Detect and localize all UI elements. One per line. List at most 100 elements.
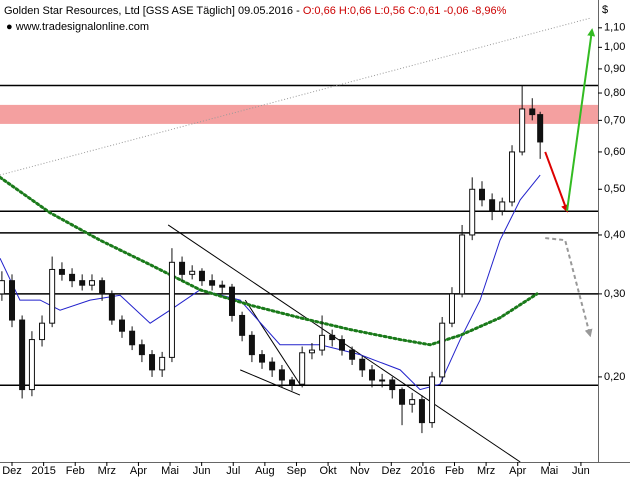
y-tick-label: 0,40 [604,229,625,241]
candle-body [19,319,26,391]
candle-body [99,280,106,295]
y-tick-label: 1,00 [604,41,625,53]
y-tick-label: 0,60 [604,146,625,158]
y-tick-label: 0,50 [604,183,625,195]
x-tick-label: Jul [226,465,240,477]
candle-body [439,322,446,378]
candle-body [239,314,246,336]
candle-body [198,270,205,282]
plot-area [0,0,598,462]
candle-body [359,358,366,371]
candle-body [409,399,416,405]
candle-body [479,188,486,201]
candle-body [149,354,156,371]
trendline [240,369,301,396]
x-tick-label: Apr [509,465,526,477]
candle-body [319,334,326,351]
moving-average [0,175,539,347]
source-text: www.tradesignalonline.com [15,21,149,33]
title-text: Golden Star Resources, Ltd [GSS ASE Tägl… [4,5,300,17]
y-tick-label: 0,90 [604,63,625,75]
candle-body [39,322,46,341]
plot-layer [0,17,598,463]
y-tick-label: 0,20 [604,371,625,383]
x-tick-label: Okt [320,465,337,477]
candle-body [228,286,235,316]
x-tick-label: Feb [445,465,464,477]
candle-body [499,201,506,212]
candle-body [248,334,255,356]
x-tick-label: 2016 [411,465,435,477]
candle-body [509,151,516,203]
candle-body [129,330,136,346]
x-tick-label: Mrz [477,465,495,477]
candle-body [289,379,296,385]
y-tick-label: 1,10 [604,22,625,34]
y-tick-label: 0,70 [604,114,625,126]
candle-body [259,354,266,363]
x-tick-label: Sep [287,465,307,477]
candle-body [469,188,476,236]
candle-body [79,280,86,286]
trendline [544,151,569,213]
x-tick-label: Dez [382,465,402,477]
candle-body [28,339,35,391]
candle-body [69,273,76,282]
candle-body [49,268,56,324]
candle-body [519,108,526,153]
candle-body [418,399,425,424]
candle-body [389,379,396,391]
x-tick-label: Mai [161,465,179,477]
candle-body [448,293,455,324]
candle-body [168,261,175,358]
trendline [244,299,301,385]
candle-body [108,293,115,321]
candle-body [58,268,65,275]
y-tick-label: 0,80 [604,87,625,99]
candle-body [299,352,306,385]
candle-body [369,369,376,381]
candle-body [537,114,544,143]
candle-body [329,334,336,341]
candle-body [9,280,16,321]
x-tick-label: Nov [350,465,370,477]
candle-body [349,349,356,360]
x-tick-label: 2015 [31,465,55,477]
candle-body [379,379,386,382]
candle-body [119,319,126,332]
candle-body [308,349,315,354]
candle-body [399,389,406,405]
candle-body [209,280,216,286]
source: ● www.tradesignalonline.com [6,21,149,33]
candle-body [459,234,466,295]
candle-body [338,339,345,351]
candle-body [159,356,166,371]
chart-title: Golden Star Resources, Ltd [GSS ASE Tägl… [4,5,507,17]
trendline [545,237,593,338]
x-tick-label: Jun [193,465,211,477]
quote-text: O:0,66 H:0,66 L:0,56 C:0,61 -0,06 -8,96% [303,5,507,17]
resistance-zone [0,104,598,124]
candle-body [138,344,145,356]
x-tick-label: Mai [540,465,558,477]
candle-body [489,199,496,212]
candle-body [189,270,196,275]
x-tick-label: Jun [572,465,590,477]
candle-body [0,280,5,295]
candle-body [429,376,436,424]
x-tick-label: Feb [66,465,85,477]
moving-average [0,174,541,391]
candle-body [278,369,285,381]
y-axis-label: $ [602,4,608,16]
trendline [566,28,596,211]
x-tick-label: Mrz [98,465,116,477]
candle-body [219,284,226,288]
candle-body [88,280,95,286]
candle-body [179,261,186,275]
x-tick-label: Apr [130,465,147,477]
x-tick-label: Aug [255,465,275,477]
candle-body [269,361,276,371]
candle-body [529,108,536,116]
x-tick-label: Dez [2,465,22,477]
